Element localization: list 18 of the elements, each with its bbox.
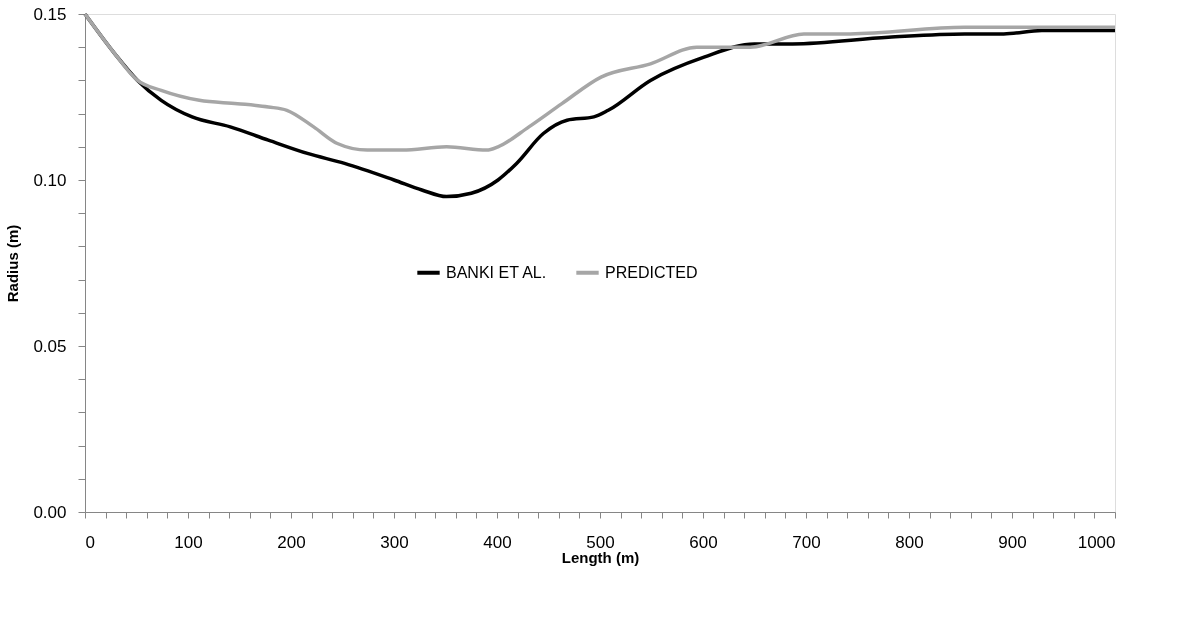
x-tick-label: 900 [998, 532, 1027, 552]
x-tick-label: 600 [689, 532, 718, 552]
x-tick-label: 300 [380, 532, 409, 552]
x-tick-label: 800 [895, 532, 924, 552]
y-axis-title: Radius (m) [4, 224, 22, 303]
y-tick-label: 0.05 [33, 336, 67, 356]
legend-label: PREDICTED [605, 263, 698, 281]
x-tick-label: 100 [174, 532, 203, 552]
y-tick-label: 0.10 [33, 170, 67, 190]
x-tick-label: 0 [85, 532, 95, 552]
y-tick-label: 0.00 [33, 502, 67, 522]
x-tick-label: 200 [277, 532, 306, 552]
x-tick-label: 400 [483, 532, 512, 552]
y-tick-label: 0.15 [33, 4, 67, 24]
x-tick-label: 700 [792, 532, 821, 552]
line-series [83, 12, 1117, 152]
x-tick-label: 1000 [1077, 532, 1116, 552]
legend-label: BANKI ET AL. [446, 263, 547, 281]
